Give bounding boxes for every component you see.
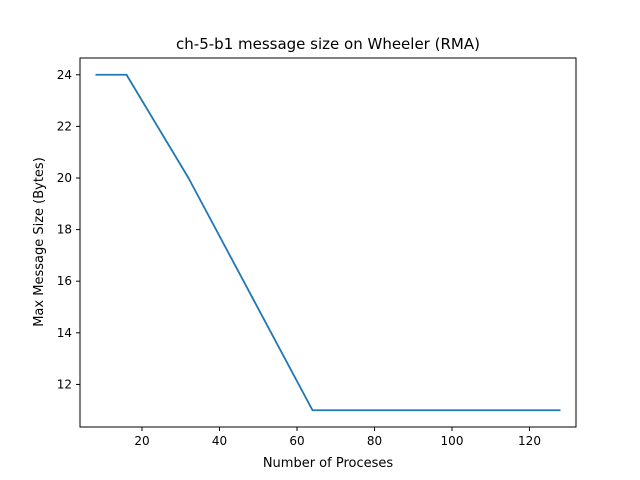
y-tick-label: 18 bbox=[57, 223, 72, 237]
x-axis-title: Number of Proceses bbox=[263, 456, 394, 471]
x-tick-label: 20 bbox=[134, 434, 149, 448]
y-axis-title: Max Message Size (Bytes) bbox=[32, 157, 47, 327]
plot-area bbox=[95, 73, 561, 412]
x-axis: 20 40 60 80 100 120 bbox=[134, 427, 541, 448]
y-tick-label: 12 bbox=[57, 377, 72, 391]
y-tick-label: 16 bbox=[57, 274, 72, 288]
x-tick-label: 120 bbox=[518, 434, 541, 448]
y-tick-label: 22 bbox=[57, 119, 72, 133]
y-tick-label: 20 bbox=[57, 171, 72, 185]
chart-title: ch-5-b1 message size on Wheeler (RMA) bbox=[176, 35, 480, 53]
axes-frame bbox=[79, 57, 577, 428]
y-tick-label: 24 bbox=[57, 68, 72, 82]
y-axis: 12 14 16 18 20 22 24 bbox=[57, 68, 80, 391]
y-tick-label: 14 bbox=[57, 326, 72, 340]
x-tick-label: 100 bbox=[441, 434, 464, 448]
x-tick-label: 80 bbox=[367, 434, 382, 448]
x-tick-label: 40 bbox=[212, 434, 227, 448]
x-tick-label: 60 bbox=[289, 434, 304, 448]
series-line bbox=[95, 73, 561, 412]
